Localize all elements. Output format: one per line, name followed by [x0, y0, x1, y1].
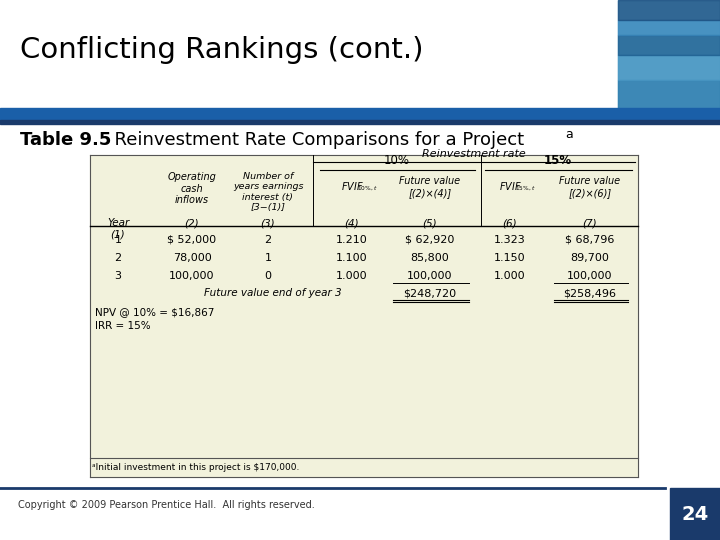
Text: Number of
years earnings
interest (t)
[3−(1)]: Number of years earnings interest (t) [3… [233, 172, 303, 212]
Text: $FVIF$: $FVIF$ [498, 180, 521, 192]
Text: 1.323: 1.323 [494, 235, 526, 245]
Bar [0, 108, 720, 120]
Text: a: a [565, 129, 572, 141]
Text: (4): (4) [345, 218, 359, 228]
Text: 24: 24 [681, 504, 708, 523]
Bar [618, 0, 720, 110]
Text: 0: 0 [264, 271, 271, 281]
Text: 1: 1 [264, 253, 271, 263]
Text: $ 52,000: $ 52,000 [168, 235, 217, 245]
Text: Future value
[(2)×(4)]: Future value [(2)×(4)] [400, 176, 461, 198]
Text: $_{10\%,t}$: $_{10\%,t}$ [357, 184, 377, 193]
Text: 2: 2 [114, 253, 122, 263]
Text: Future value
[(2)×(6)]: Future value [(2)×(6)] [559, 176, 621, 198]
Text: 1.000: 1.000 [494, 271, 526, 281]
Text: $_{15\%,t}$: $_{15\%,t}$ [515, 184, 536, 193]
Bar [618, 35, 720, 55]
Text: (6): (6) [503, 218, 517, 228]
Text: $ 62,920: $ 62,920 [405, 235, 455, 245]
Text: ᵃInitial investment in this project is $170,000.: ᵃInitial investment in this project is $… [92, 462, 300, 471]
Text: 3: 3 [114, 271, 122, 281]
Bar [618, 0, 720, 20]
Text: 10%: 10% [384, 154, 410, 167]
Text: $ 68,796: $ 68,796 [565, 235, 615, 245]
Text: Conflicting Rankings (cont.): Conflicting Rankings (cont.) [20, 36, 423, 64]
Bar [90, 155, 638, 477]
Text: IRR = 15%: IRR = 15% [95, 321, 150, 331]
Text: Year
(1): Year (1) [107, 218, 129, 240]
Text: NPV @ 10% = $16,867: NPV @ 10% = $16,867 [95, 307, 215, 317]
Text: 1: 1 [114, 235, 122, 245]
Text: 89,700: 89,700 [570, 253, 609, 263]
Text: 100,000: 100,000 [567, 271, 613, 281]
Text: Reinvestment rate: Reinvestment rate [422, 149, 526, 159]
Text: (5): (5) [423, 218, 437, 228]
Text: Operating
cash
inflows: Operating cash inflows [168, 172, 217, 205]
Bar [618, 20, 720, 35]
Text: $248,720: $248,720 [403, 288, 456, 298]
Bar [0, 0, 620, 110]
Text: 1.100: 1.100 [336, 253, 368, 263]
Text: Table 9.5: Table 9.5 [20, 131, 112, 149]
Text: (7): (7) [582, 218, 598, 228]
Text: (2): (2) [185, 218, 199, 228]
Text: 85,800: 85,800 [410, 253, 449, 263]
Bar [618, 55, 720, 80]
Text: 1.000: 1.000 [336, 271, 368, 281]
Text: 78,000: 78,000 [173, 253, 212, 263]
Text: Reinvestment Rate Comparisons for a Project: Reinvestment Rate Comparisons for a Proj… [103, 131, 530, 149]
Text: (3): (3) [261, 218, 275, 228]
Bar [670, 488, 720, 540]
Text: Copyright © 2009 Pearson Prentice Hall.  All rights reserved.: Copyright © 2009 Pearson Prentice Hall. … [18, 500, 315, 510]
Bar [618, 80, 720, 110]
Text: $FVIF$: $FVIF$ [341, 180, 364, 192]
Text: Future value end of year 3: Future value end of year 3 [204, 288, 342, 298]
Text: 1.210: 1.210 [336, 235, 368, 245]
Text: 15%: 15% [544, 154, 572, 167]
Text: 2: 2 [264, 235, 271, 245]
Text: 100,000: 100,000 [408, 271, 453, 281]
Bar [0, 120, 720, 124]
Text: $258,496: $258,496 [564, 288, 616, 298]
Text: 100,000: 100,000 [169, 271, 215, 281]
Text: 1.150: 1.150 [494, 253, 526, 263]
